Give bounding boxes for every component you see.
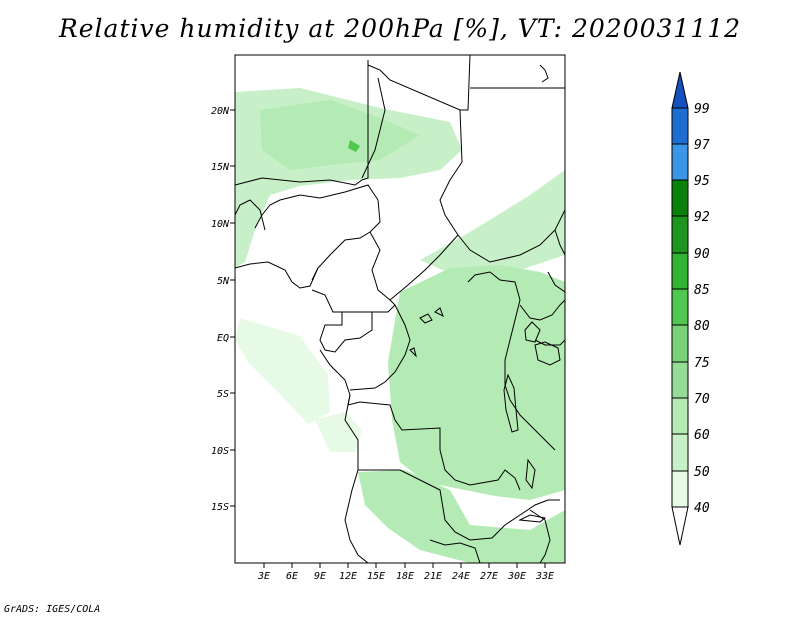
lat-label: 20N: [211, 106, 230, 117]
colorbar-label: 70: [694, 392, 710, 407]
lat-labels: 20N 15N 10N 5N EQ 5S 10S 15S: [211, 106, 230, 513]
colorbar-label: 40: [694, 501, 710, 516]
lon-label: 27E: [480, 571, 498, 582]
colorbar-label: 99: [694, 102, 710, 117]
lon-label: 18E: [396, 571, 414, 582]
axis-ticks: [230, 109, 546, 568]
colorbar-segment: [671, 215, 689, 254]
lon-label: 30E: [507, 571, 526, 582]
humidity-area-west: [235, 318, 330, 424]
lat-label: 15S: [211, 502, 229, 513]
lon-label: 24E: [452, 571, 470, 582]
lon-label: 9E: [314, 571, 326, 582]
lat-label: 10N: [211, 219, 230, 230]
colorbar-segment: [671, 361, 689, 399]
chart-title: Relative humidity at 200hPa [%], VT: 202…: [58, 14, 742, 43]
humidity-area-band: [420, 170, 565, 282]
humidity-area-north-core: [260, 100, 420, 170]
humidity-shading: [235, 88, 565, 563]
colorbar-label: 60: [694, 428, 710, 443]
colorbar: 99 97 95 92 90 85 80 75 70 60 50 40: [671, 71, 710, 546]
lat-label: 10S: [211, 446, 229, 457]
colorbar-segment: [671, 179, 689, 217]
colorbar-label: 97: [694, 138, 710, 153]
lon-label: 15E: [367, 571, 385, 582]
colorbar-segment: [671, 397, 689, 435]
colorbar-segment: [671, 107, 689, 145]
colorbar-segment: [671, 288, 689, 326]
country-borders: [235, 55, 565, 563]
lon-label: 33E: [535, 571, 554, 582]
colorbar-label: 90: [694, 247, 710, 262]
humidity-area-sw: [315, 412, 362, 452]
map-frame: [234, 54, 566, 564]
lon-label: 6E: [286, 571, 298, 582]
colorbar-segment: [671, 324, 689, 363]
colorbar-segment: [671, 470, 689, 508]
lon-label: 21E: [424, 571, 442, 582]
colorbar-segment: [671, 143, 689, 181]
colorbar-label: 75: [694, 356, 710, 371]
humidity-area-congo: [388, 265, 565, 500]
lat-label: EQ: [217, 333, 229, 344]
colorbar-label: 85: [694, 283, 710, 298]
colorbar-label: 92: [694, 210, 710, 225]
grads-credit: GrADS: IGES/COLA: [4, 604, 101, 615]
lat-label: 5N: [217, 276, 230, 287]
colorbar-top-arrow: [671, 71, 689, 109]
lon-labels: 3E 6E 9E 12E 15E 18E 21E 24E 27E 30E 33E: [257, 571, 554, 582]
colorbar-label: 95: [694, 174, 710, 189]
lat-label: 15N: [211, 162, 230, 173]
colorbar-label: 80: [694, 319, 710, 334]
colorbar-segment: [671, 433, 689, 472]
humidity-patch: [348, 140, 360, 152]
lon-label: 12E: [339, 571, 357, 582]
humidity-area-south: [358, 470, 565, 563]
lakes: [409, 307, 561, 523]
colorbar-label: 50: [694, 465, 710, 480]
lat-label: 5S: [217, 389, 229, 400]
colorbar-segment: [671, 252, 689, 290]
colorbar-bottom-arrow: [671, 506, 689, 546]
lon-label: 3E: [257, 571, 270, 582]
